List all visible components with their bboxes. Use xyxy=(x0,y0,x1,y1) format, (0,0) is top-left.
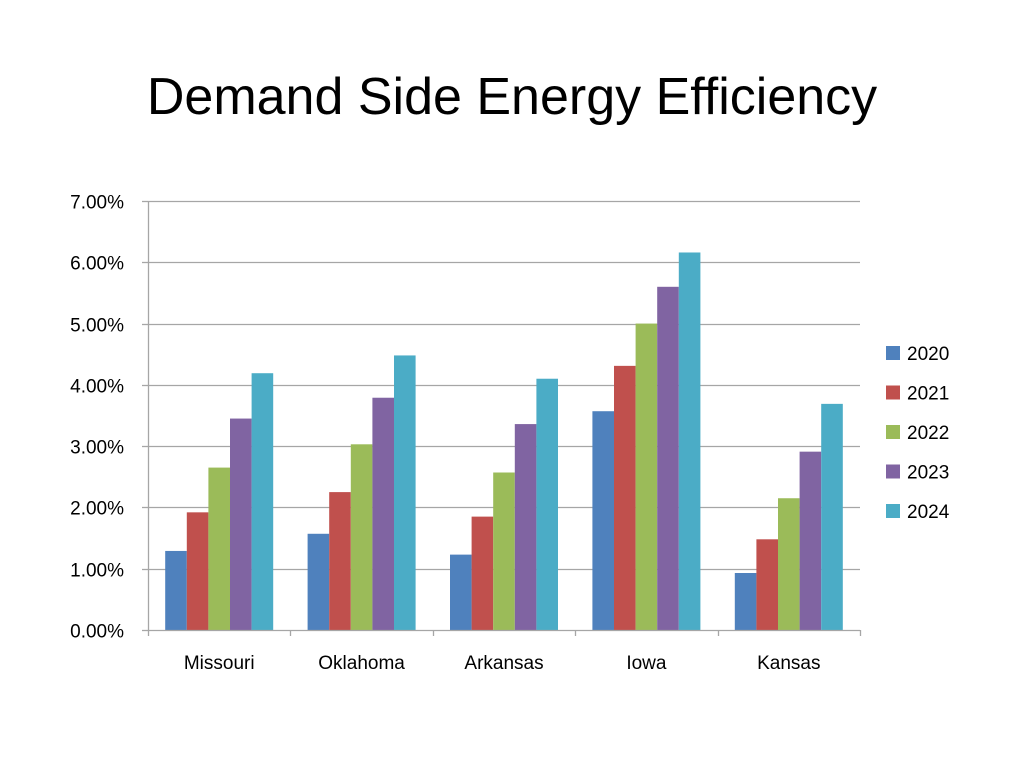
x-tick-label: Oklahoma xyxy=(318,653,405,674)
y-tick-label: 6.00% xyxy=(70,254,124,275)
page-title: Demand Side Energy Efficiency xyxy=(146,68,878,126)
axes: 0.00% 1.00% 2.00% 3.00% 4.00% 5.00% 6.00% 7.00%… xyxy=(70,193,862,674)
bar-2023-iowa xyxy=(657,286,679,630)
bar-2021-kansas xyxy=(756,539,778,630)
bar-2020-oklahoma xyxy=(307,533,330,630)
y-tick-label: 5.00% xyxy=(70,316,124,337)
y-tick-label: 3.00% xyxy=(70,438,124,459)
bar-2023-oklahoma xyxy=(372,397,394,630)
bar-2023-arkansas xyxy=(514,424,537,630)
legend-label: 2021 xyxy=(907,384,949,405)
legend-label: 2024 xyxy=(907,502,950,523)
bar-2023-kansas xyxy=(799,451,822,630)
legend-label: 2023 xyxy=(907,463,949,484)
bar-2022-kansas xyxy=(778,498,800,630)
bar-2023-missouri xyxy=(230,418,252,630)
legend-swatch xyxy=(886,346,900,360)
legend-label: 2020 xyxy=(907,344,949,365)
y-tick-label: 7.00% xyxy=(70,193,124,214)
legend: 2020 2021 2022 2023 2024 xyxy=(886,344,950,523)
bars xyxy=(165,252,843,631)
legend-swatch xyxy=(886,464,900,479)
bar-2020-iowa xyxy=(592,411,614,630)
bar-2024-oklahoma xyxy=(394,355,416,630)
bar-2022-arkansas xyxy=(493,472,515,630)
bar-2024-arkansas xyxy=(536,378,558,630)
bar-2024-kansas xyxy=(821,403,843,630)
legend-swatch xyxy=(886,504,900,518)
bar-2020-arkansas xyxy=(450,554,472,630)
bar-2021-iowa xyxy=(614,365,636,630)
bar-2022-iowa xyxy=(635,323,658,630)
bar-2020-missouri xyxy=(165,550,187,630)
bar-2021-oklahoma xyxy=(329,492,351,630)
legend-label: 2022 xyxy=(907,423,949,444)
x-tick-label: Arkansas xyxy=(464,653,543,674)
y-tick-label: 0.00% xyxy=(70,622,124,643)
bar-2020-kansas xyxy=(734,573,757,630)
legend-swatch xyxy=(886,425,900,439)
y-tick-label: 1.00% xyxy=(70,561,124,582)
bar-2022-missouri xyxy=(208,467,230,630)
bar-2022-oklahoma xyxy=(350,444,373,630)
legend-swatch xyxy=(886,385,900,400)
bar-2024-iowa xyxy=(678,252,701,631)
x-tick-label: Kansas xyxy=(757,653,820,674)
bar-2024-missouri xyxy=(251,373,274,630)
x-tick-label: Iowa xyxy=(626,653,667,674)
y-tick-label: 4.00% xyxy=(70,377,124,398)
bar-2021-arkansas xyxy=(471,516,494,630)
x-tick-label: Missouri xyxy=(184,653,255,674)
y-tick-label: 2.00% xyxy=(70,499,124,520)
bar-2021-missouri xyxy=(186,512,209,630)
